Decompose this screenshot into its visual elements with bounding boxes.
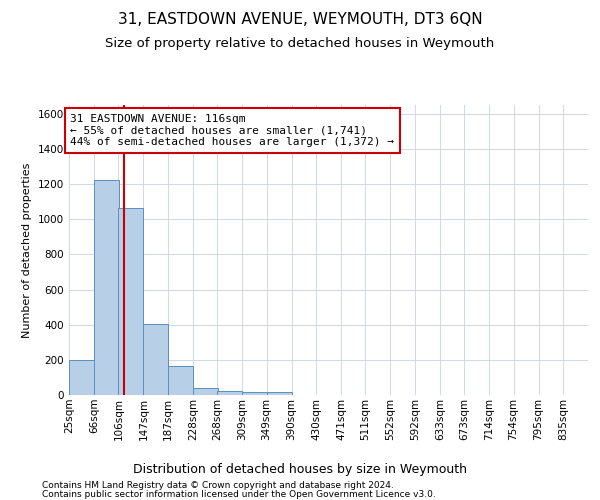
Bar <box>143 324 169 395</box>
Text: 31 EASTDOWN AVENUE: 116sqm
← 55% of detached houses are smaller (1,741)
44% of s: 31 EASTDOWN AVENUE: 116sqm ← 55% of deta… <box>70 114 394 147</box>
Bar <box>69 360 94 395</box>
Text: Size of property relative to detached houses in Weymouth: Size of property relative to detached ho… <box>106 38 494 51</box>
Text: 31, EASTDOWN AVENUE, WEYMOUTH, DT3 6QN: 31, EASTDOWN AVENUE, WEYMOUTH, DT3 6QN <box>118 12 482 28</box>
Bar <box>168 366 193 395</box>
Text: Distribution of detached houses by size in Weymouth: Distribution of detached houses by size … <box>133 462 467 475</box>
Text: Contains public sector information licensed under the Open Government Licence v3: Contains public sector information licen… <box>42 490 436 499</box>
Bar <box>118 208 143 395</box>
Bar <box>266 392 292 395</box>
Bar <box>217 392 242 395</box>
Bar <box>242 392 267 395</box>
Bar <box>94 180 119 395</box>
Bar <box>193 388 218 395</box>
Text: Contains HM Land Registry data © Crown copyright and database right 2024.: Contains HM Land Registry data © Crown c… <box>42 481 394 490</box>
Y-axis label: Number of detached properties: Number of detached properties <box>22 162 32 338</box>
